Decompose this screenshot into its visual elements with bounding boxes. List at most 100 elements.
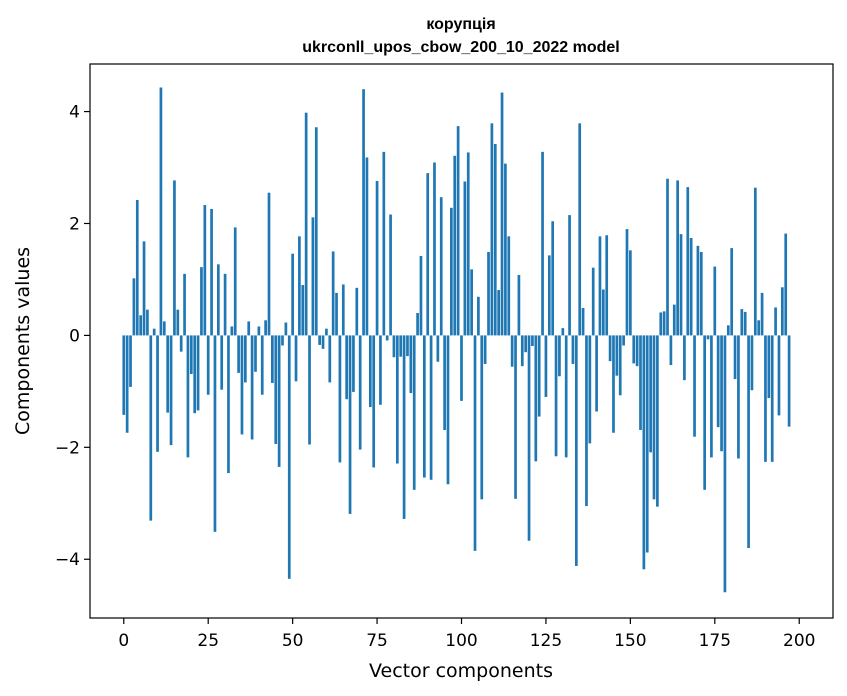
bar — [402, 335, 406, 519]
y-tick-label: −4 — [55, 550, 80, 570]
bar — [534, 335, 538, 462]
bar — [770, 335, 774, 462]
bar — [757, 320, 761, 336]
bar — [750, 335, 754, 391]
bar — [493, 144, 497, 336]
bar — [162, 321, 166, 336]
bar — [696, 245, 700, 336]
bar — [500, 92, 504, 336]
bar — [466, 152, 470, 336]
bar — [260, 335, 264, 395]
y-tick-label: −2 — [55, 438, 80, 458]
bar — [639, 335, 642, 430]
bar — [450, 207, 453, 336]
bar — [210, 208, 213, 336]
bar — [382, 151, 386, 336]
bar — [375, 180, 379, 336]
bar — [551, 221, 555, 336]
x-tick-label: 100 — [445, 631, 477, 651]
bar — [308, 335, 311, 445]
bar — [554, 335, 558, 457]
bar — [362, 89, 365, 336]
bar — [389, 214, 392, 336]
bar — [571, 335, 575, 364]
bar — [409, 335, 413, 394]
bar — [169, 335, 173, 446]
bar — [345, 335, 349, 400]
bar — [179, 335, 183, 352]
bar — [250, 335, 254, 440]
bar — [784, 233, 788, 336]
bar — [463, 181, 467, 336]
bar — [460, 335, 463, 401]
bar — [446, 335, 450, 485]
bar — [487, 252, 490, 336]
bar — [189, 335, 193, 375]
bar — [277, 335, 281, 467]
bar — [135, 199, 139, 336]
bar — [629, 250, 632, 336]
bar — [703, 335, 707, 490]
bar — [453, 155, 457, 336]
bar — [544, 335, 548, 397]
bar — [510, 335, 514, 367]
bar — [591, 267, 595, 336]
y-tick-label: 2 — [69, 214, 80, 234]
bar — [659, 312, 663, 336]
bar — [287, 335, 291, 579]
bar — [777, 335, 781, 416]
bar — [129, 335, 132, 387]
bar — [372, 335, 376, 468]
bar — [122, 335, 126, 415]
bar — [311, 217, 315, 336]
bar — [676, 180, 679, 336]
bar — [574, 335, 578, 566]
bar — [780, 287, 784, 336]
bar — [203, 205, 207, 336]
bar — [716, 335, 720, 428]
bar — [578, 123, 582, 336]
bar — [193, 335, 197, 414]
bar — [220, 335, 224, 390]
bar — [477, 296, 480, 336]
bar — [693, 335, 696, 437]
bar — [632, 335, 636, 364]
bar — [352, 335, 355, 392]
bar — [740, 309, 744, 336]
bar — [328, 335, 332, 383]
bar — [507, 236, 511, 336]
bar — [787, 335, 791, 427]
bar — [331, 251, 335, 336]
bar — [423, 335, 426, 478]
bar — [284, 322, 288, 336]
bar — [200, 267, 203, 336]
x-tick-label: 200 — [783, 631, 815, 651]
x-tick-label: 125 — [530, 631, 562, 651]
bar-series — [122, 87, 791, 593]
bar — [564, 335, 568, 458]
bar — [301, 285, 305, 336]
bar — [585, 335, 588, 507]
bar — [304, 112, 308, 336]
chart-title: корупція — [426, 16, 495, 33]
bar — [558, 335, 561, 377]
bar — [166, 335, 170, 413]
bar — [753, 187, 757, 336]
bar — [237, 335, 240, 373]
bar — [406, 335, 409, 357]
bar — [325, 328, 328, 336]
bar — [733, 335, 737, 380]
bar — [416, 313, 419, 336]
bar — [436, 335, 440, 362]
plot-frame — [89, 63, 834, 619]
bar — [598, 236, 602, 336]
bar — [618, 335, 622, 396]
bar — [470, 269, 473, 336]
bar — [240, 335, 244, 435]
bar — [645, 335, 649, 553]
bar — [642, 335, 646, 570]
bar — [601, 289, 605, 336]
bar — [581, 307, 585, 336]
bar — [230, 326, 234, 336]
